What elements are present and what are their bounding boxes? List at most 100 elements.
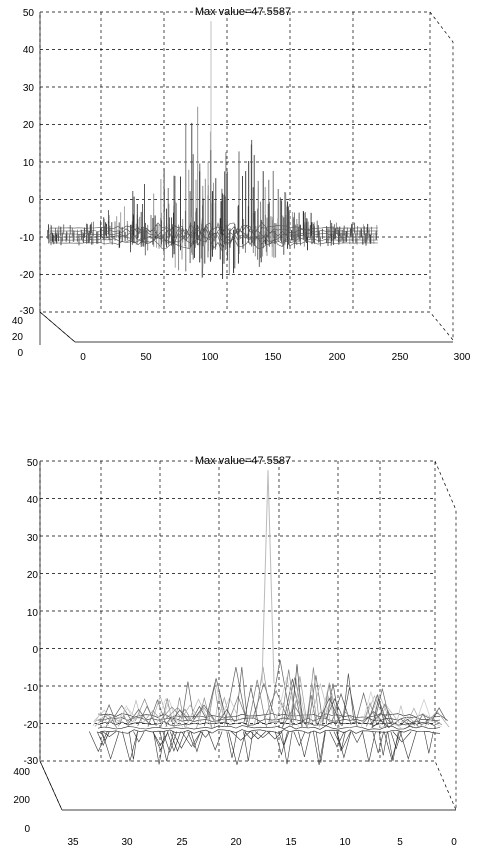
x-tick-label: 30 [121, 837, 133, 848]
surface-spike [200, 731, 211, 738]
surface-spike [143, 710, 163, 722]
surface-spike [362, 731, 376, 762]
z-tick-label: -10 [24, 683, 39, 694]
z-tick-label: 20 [27, 570, 39, 581]
surface-spike [334, 711, 357, 723]
surface-spike [129, 699, 143, 723]
surface-spike [395, 705, 407, 726]
z-tick-label: -10 [20, 233, 35, 244]
surface-spike [401, 716, 415, 723]
surface-spike [230, 731, 251, 741]
surface-spike [399, 718, 416, 726]
z-tick-label: 30 [23, 83, 35, 94]
surface-spike [254, 731, 271, 738]
surface-spike [152, 731, 169, 746]
surface-spike [411, 718, 422, 726]
surface-spike [336, 731, 352, 759]
surface-spike [117, 707, 137, 720]
plot-2-z-ticks: 50 40 30 20 10 0 -10 -20 -30 [24, 458, 39, 767]
z-tick-label: -20 [24, 720, 39, 731]
surface-spike [181, 681, 195, 719]
y-tick-label: 200 [13, 795, 30, 806]
surface-spike [316, 697, 342, 726]
surface-spike [293, 731, 306, 747]
surface-spike [185, 698, 212, 728]
surface-spike [207, 731, 223, 751]
surface-spike [252, 682, 276, 719]
surface-spike [418, 719, 442, 728]
surface-spike [219, 697, 240, 721]
plot-2-surface [89, 470, 450, 765]
x-tick-label: 0 [80, 352, 86, 363]
z-tick-label: 0 [28, 195, 34, 206]
surface-spike [369, 712, 393, 725]
surface-spike [254, 666, 272, 725]
surface-spike [192, 705, 207, 720]
surface-spike [390, 731, 402, 750]
plot-2-y-ticks: 400 200 0 [13, 767, 30, 835]
surface-spike [281, 705, 308, 728]
z-tick-label: 50 [27, 458, 39, 469]
y-tick-label: 20 [12, 332, 24, 343]
surface-spike [172, 731, 191, 749]
surface-spike [250, 731, 267, 740]
surface-spike [204, 678, 229, 726]
surface-mesh-line [50, 226, 379, 244]
surface-spike [190, 731, 204, 753]
surface-spike [156, 697, 175, 724]
z-tick-label: 10 [27, 608, 39, 619]
surface-spike [218, 708, 236, 723]
surface-spike [115, 716, 133, 726]
surface-spike [325, 683, 341, 725]
surface-spike [217, 696, 232, 723]
surface-spike [147, 698, 168, 727]
surface-spike [164, 714, 183, 728]
x-tick-label: 35 [67, 837, 79, 848]
surface-spike [307, 667, 320, 719]
surface-spike [243, 731, 254, 762]
surface-spike [164, 707, 191, 720]
surface-spike [315, 731, 326, 763]
surface-spike [410, 713, 435, 720]
surface-mesh-line [50, 235, 379, 252]
surface-spike [118, 714, 130, 727]
surface-spike [431, 707, 447, 721]
surface-spike [273, 702, 293, 723]
surface-spike [117, 705, 135, 723]
surface-spike [351, 731, 363, 744]
surface-spike [333, 731, 351, 750]
surface-spike [224, 667, 248, 724]
surface-spike [355, 691, 373, 724]
surface-mesh-line [50, 228, 378, 246]
surface-spike [281, 731, 293, 765]
surface-spike [308, 675, 324, 725]
surface-spike [133, 731, 145, 743]
surface-spike [372, 731, 384, 754]
surface-spike [325, 698, 344, 720]
z-tick-label: -30 [24, 756, 39, 767]
surface-spike [267, 731, 283, 740]
surface-spike [281, 669, 297, 721]
surface-spike [111, 704, 133, 722]
z-tick-label: 0 [32, 645, 38, 656]
surface-spike [424, 731, 434, 754]
surface-spike [378, 731, 388, 756]
plot-1: Max value=47.5587 50 40 30 20 10 0 -10 [12, 6, 471, 363]
x-tick-label: 10 [339, 837, 351, 848]
surface-spike [229, 695, 247, 719]
surface-spike [298, 731, 311, 757]
plot-1-x-ticks: 0 50 100 150 200 250 300 [80, 352, 471, 363]
x-tick-label: 15 [285, 837, 297, 848]
plot-1-title: Max value=47.5587 [195, 6, 291, 18]
z-tick-label: 30 [27, 533, 39, 544]
surface-spike [336, 731, 346, 752]
surface-spike [235, 666, 248, 722]
z-tick-label: -30 [20, 306, 35, 317]
z-tick-label: -20 [20, 270, 35, 281]
surface-spike [342, 673, 355, 721]
surface-spike [196, 696, 213, 729]
surface-spike [128, 731, 138, 760]
surface-spike [152, 731, 169, 751]
plot-1-grid [39, 11, 454, 345]
